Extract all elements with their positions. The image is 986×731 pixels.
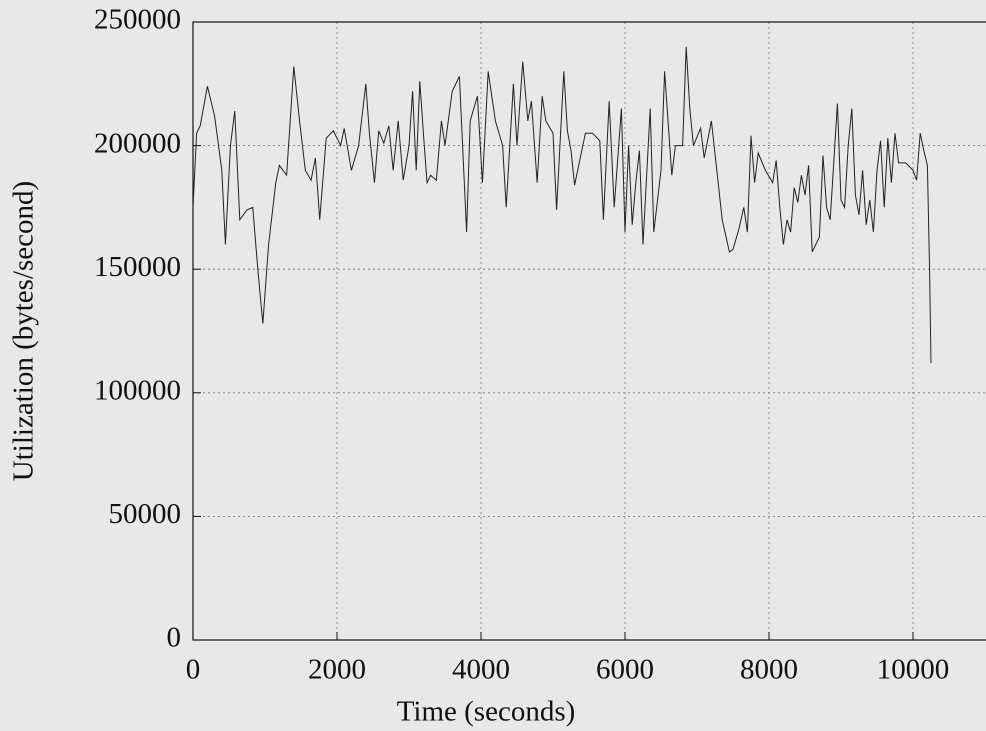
x-tick-label: 10000 [877,654,950,686]
x-tick-label: 0 [186,654,201,686]
y-tick-label: 0 [167,622,182,654]
x-tick-label: 4000 [452,654,510,686]
x-tick-label: 6000 [596,654,654,686]
y-tick-label: 250000 [94,4,181,36]
y-tick-label: 200000 [94,127,181,159]
y-axis-label: Utilization (bytes/second) [8,181,40,481]
y-tick-label: 100000 [94,374,181,406]
plot-frame [192,21,986,641]
x-tick-label: 8000 [740,654,798,686]
y-tick-label: 50000 [109,498,182,530]
x-tick-label: 2000 [308,654,366,686]
y-tick-label: 150000 [94,251,181,283]
data-line [192,46,932,364]
x-axis-label: Time (seconds) [397,696,576,728]
